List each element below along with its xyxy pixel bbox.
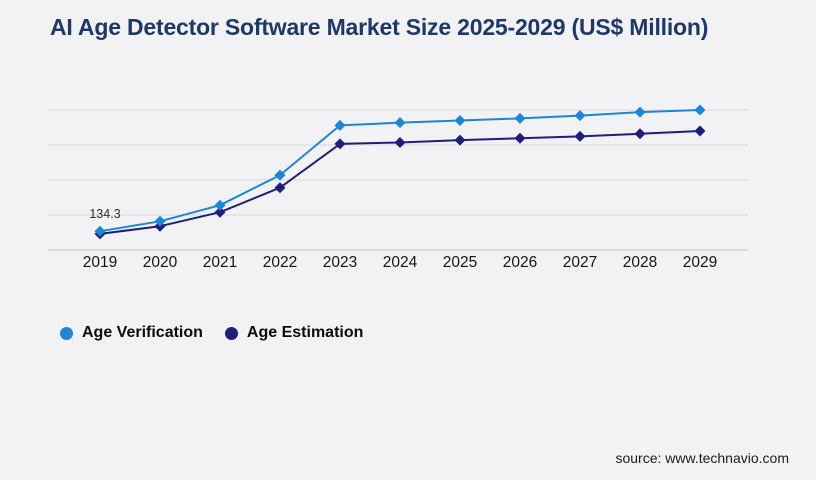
- x-tick-label-2021: 2021: [203, 254, 237, 271]
- x-tick-label-2025: 2025: [443, 254, 477, 271]
- data-point-age-verification-2023: [334, 119, 346, 131]
- data-point-age-estimation-2025: [454, 134, 466, 146]
- data-point-age-verification-2025: [454, 115, 466, 126]
- legend-item-age-verification: Age Verification: [60, 324, 203, 342]
- series-line-age-verification: [99, 109, 701, 233]
- data-point-age-verification-2019: [94, 225, 106, 237]
- legend-label: Age Verification: [82, 324, 203, 341]
- x-tick-label-2028: 2028: [623, 254, 657, 271]
- data-point-age-verification-2028: [634, 106, 646, 118]
- data-point-age-verification-2027: [574, 110, 586, 122]
- data-point-age-verification-2022: [274, 169, 286, 181]
- data-point-age-verification-2020: [154, 215, 166, 227]
- data-point-age-verification-2026: [514, 112, 526, 124]
- data-point-age-verification-2029: [694, 104, 706, 116]
- data-point-age-estimation-2029: [694, 125, 706, 137]
- chart-title: AI Age Detector Software Market Size 202…: [50, 14, 709, 40]
- x-tick-label-2029: 2029: [683, 254, 717, 271]
- x-tick-label-2023: 2023: [323, 254, 357, 271]
- data-point-age-estimation-2027: [574, 130, 586, 142]
- legend-marker-icon: [60, 326, 73, 340]
- x-tick-label-2019: 2019: [83, 254, 117, 271]
- legend-label: Age Estimation: [246, 324, 364, 341]
- data-point-age-estimation-2028: [634, 128, 646, 140]
- chart-legend: Age Verification Age Estimation: [60, 324, 363, 342]
- data-point-age-estimation-2021: [214, 206, 226, 218]
- x-tick-label-2022: 2022: [263, 254, 297, 271]
- data-point-age-estimation-2024: [394, 136, 406, 148]
- x-tick-label-2020: 2020: [143, 254, 178, 271]
- source-attribution: source: www.technavio.com: [615, 450, 789, 466]
- data-point-age-estimation-2026: [514, 132, 526, 144]
- market-size-line-chart: 2019 2020 2021 2022 2023 2024 2025 2026 2027 2028…: [48, 104, 748, 271]
- data-point-age-estimation-2023: [334, 138, 346, 150]
- data-point-age-verification-2024: [394, 117, 406, 129]
- data-point-age-verification-2021: [214, 199, 226, 211]
- legend-marker-icon: [224, 326, 238, 340]
- data-point-age-estimation-2022: [274, 182, 286, 194]
- x-tick-label-2027: 2027: [563, 254, 597, 271]
- data-label-134-3: 134.3: [89, 207, 120, 221]
- x-tick-label-2026: 2026: [503, 254, 537, 271]
- legend-item-age-estimation: Age Estimation: [224, 324, 364, 342]
- x-tick-label-2024: 2024: [383, 254, 418, 271]
